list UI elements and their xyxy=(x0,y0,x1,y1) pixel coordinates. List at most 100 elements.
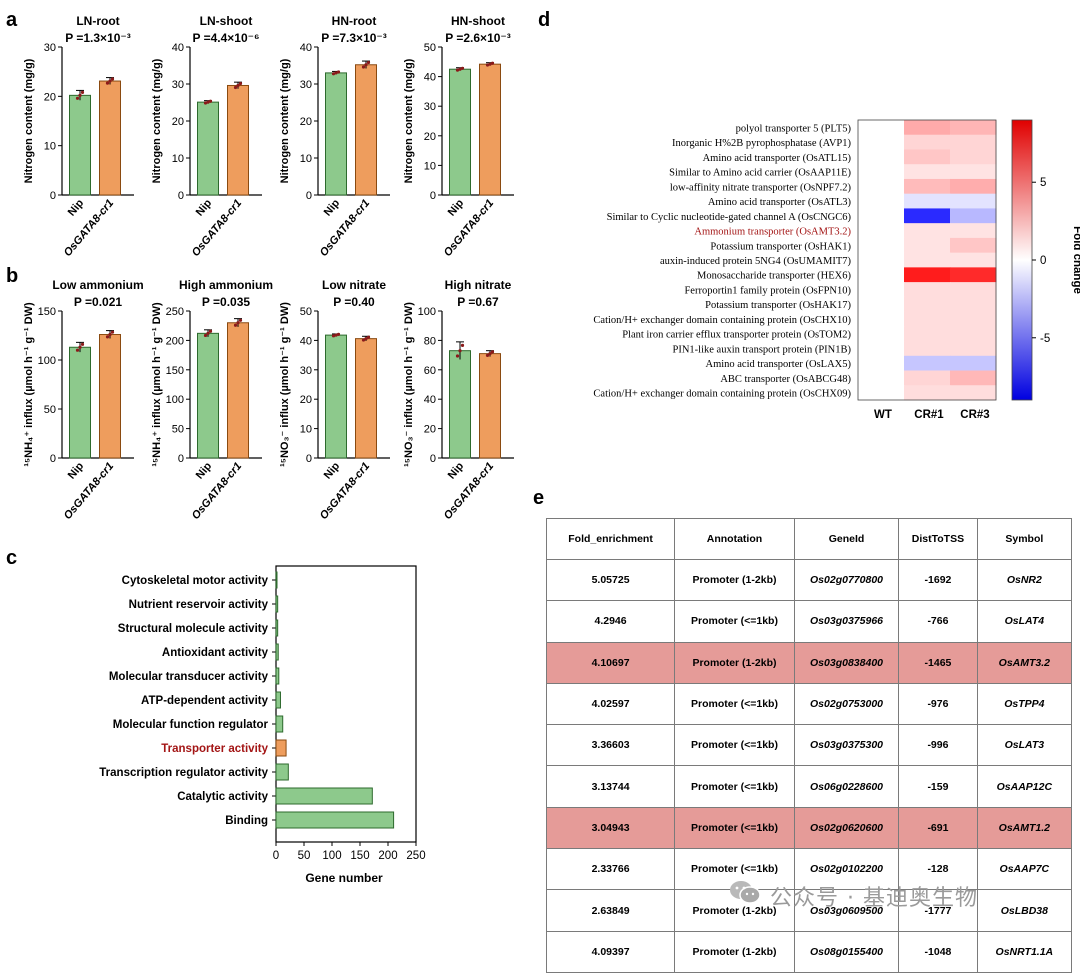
data-point xyxy=(336,70,341,74)
heatmap-cell xyxy=(904,120,951,136)
header-annotation: Annotation xyxy=(674,518,795,560)
panel-label-e: e xyxy=(533,487,544,509)
data-point xyxy=(361,338,366,342)
y-tick-label: 150 xyxy=(166,365,184,377)
cell-fold-enrichment: 4.10697 xyxy=(545,641,676,684)
heatmap-cell xyxy=(858,267,905,283)
cell-symbol: OsNRT1.1A xyxy=(976,930,1073,973)
panel-label-d: d xyxy=(538,9,550,31)
y-tick-label: 30 xyxy=(300,365,312,377)
y-axis-label: Nitrogen content (mg/g) xyxy=(279,58,291,183)
y-tick-label: 100 xyxy=(418,306,436,318)
y-tick-label: 50 xyxy=(44,404,56,416)
data-point xyxy=(75,348,80,352)
x-tick-label: Nip xyxy=(194,460,215,482)
bar-transporter-activity xyxy=(275,739,287,757)
cell-annotation: Promoter (1‑2kb) xyxy=(674,641,795,684)
heatmap-cell xyxy=(858,252,905,268)
data-point xyxy=(488,62,492,66)
heatmap-cell xyxy=(904,237,951,254)
bar-chart-a-3: HN-root P =7.3×10⁻³ 0 10 20 30 40 Nitrogen cont… xyxy=(279,14,390,259)
y-tick-label: 20 xyxy=(424,424,436,436)
cell-symbol: OsTPP4 xyxy=(976,682,1073,726)
heatmap-row-label: Inorganic H%2B pyrophosphatase (AVP1) xyxy=(672,138,851,149)
p-value-label: P =0.035 xyxy=(202,295,250,309)
table-row: 3.36603 Promoter (<=1kb) Os03g0375300 -996 O… xyxy=(545,724,1073,767)
category-label: Molecular function regulator xyxy=(113,719,269,731)
y-tick-label: 100 xyxy=(166,394,184,406)
bar-osgata8-cr1 xyxy=(355,64,377,196)
cell-annotation: Promoter (<=1kb) xyxy=(674,765,795,808)
y-tick-label: 100 xyxy=(38,355,56,367)
bar-osgata8-cr1 xyxy=(99,80,121,196)
heatmap-cell xyxy=(858,178,905,195)
heatmap-row-label: Potassium transporter (OsHAK17) xyxy=(705,300,851,311)
data-point xyxy=(236,83,240,88)
y-tick-label: 0 xyxy=(430,190,436,202)
heatmap-row-label: polyol transporter 5 (PLT5) xyxy=(736,123,852,134)
y-tick-label: 60 xyxy=(424,365,436,377)
heatmap-cell xyxy=(858,223,905,239)
heatmap-cell xyxy=(904,296,951,313)
cell-fold-enrichment: 4.09397 xyxy=(545,930,676,973)
heatmap-row-label: Ammonium transporter (OsAMT3.2) xyxy=(694,227,851,238)
data-point xyxy=(455,68,460,72)
heatmap-row-label: Cation/H+ exchanger domain containing pr… xyxy=(593,389,851,400)
watermark-text: 公众号 · 基迪奥生物 xyxy=(770,886,978,911)
data-point xyxy=(233,85,238,90)
p-value-label: P =1.3×10⁻³ xyxy=(65,31,131,45)
category-label: ATP-dependent activity xyxy=(141,695,269,707)
x-tick-label: Nip xyxy=(66,460,87,482)
heatmap-cell xyxy=(858,149,905,165)
data-point xyxy=(208,329,213,333)
cell-gene-id: Os02g0102200 xyxy=(793,848,900,891)
table-row: 3.13744 Promoter (<=1kb) Os06g0228600 -159 O… xyxy=(545,765,1073,808)
bar-osgata8-cr1 xyxy=(227,322,249,459)
heatmap-cell xyxy=(950,341,997,357)
x-tick-label: Nip xyxy=(446,460,467,482)
header-dist-to-tss: DistToTSS xyxy=(898,518,978,560)
heatmap-row-label: Amino acid transporter (OsLAX5) xyxy=(705,359,851,370)
heatmap-cell xyxy=(858,385,905,401)
heatmap-cell xyxy=(950,355,997,372)
heatmap-row-label: Amino acid transporter (OsATL3) xyxy=(708,197,852,208)
cell-gene-id: Os03g0375966 xyxy=(793,600,900,643)
y-tick-label: 0 xyxy=(50,453,56,465)
bar-nip xyxy=(325,334,347,459)
cell-fold-enrichment: 5.05725 xyxy=(545,558,676,602)
category-label: Antioxidant activity xyxy=(162,647,269,659)
header-symbol: Symbol xyxy=(976,518,1073,560)
category-label: Transporter activity xyxy=(161,743,268,755)
heatmap-cell xyxy=(950,164,997,180)
heatmap-cell xyxy=(950,385,997,401)
y-axis-label: Nitrogen content (mg/g) xyxy=(151,58,163,183)
bar-nip xyxy=(197,101,219,196)
bar-charts-ab: LN-root P =1.3×10⁻³ 0 10 20 30 Nitrogen conten… xyxy=(23,14,514,522)
data-point xyxy=(490,61,495,65)
data-point xyxy=(334,71,338,75)
heatmap-cell xyxy=(904,134,951,150)
heatmap-cell xyxy=(904,311,951,327)
data-point xyxy=(455,354,460,358)
data-point xyxy=(110,330,115,334)
cell-fold-enrichment: 3.04943 xyxy=(545,806,676,850)
chart-title: HN-root xyxy=(332,14,377,28)
data-point xyxy=(336,332,341,337)
bar-osgata8-cr1 xyxy=(479,353,501,459)
y-tick-label: 200 xyxy=(166,335,184,347)
heatmap-chart: polyol transporter 5 (PLT5) Inorganic H%2… xyxy=(593,119,1080,421)
data-point xyxy=(206,331,210,335)
p-value-label: P =4.4×10⁻⁶ xyxy=(192,31,259,45)
heatmap-cell xyxy=(858,282,905,298)
bar-nip xyxy=(449,350,471,459)
bar-molecular-function-regulator xyxy=(275,715,284,733)
data-point xyxy=(80,342,85,346)
y-tick-label: 30 xyxy=(424,101,436,113)
heatmap-row-label: Similar to Amino acid carrier (OsAAP11E) xyxy=(669,168,851,179)
heatmap-cell xyxy=(904,385,951,401)
chart-title: Low nitrate xyxy=(322,278,386,292)
y-axis-label: ¹⁵NH₄⁺ influx (µmol h⁻¹ g⁻¹ DW) xyxy=(23,302,35,467)
cell-symbol: OsAMT1.2 xyxy=(976,806,1073,850)
y-tick-label: 10 xyxy=(424,160,436,172)
